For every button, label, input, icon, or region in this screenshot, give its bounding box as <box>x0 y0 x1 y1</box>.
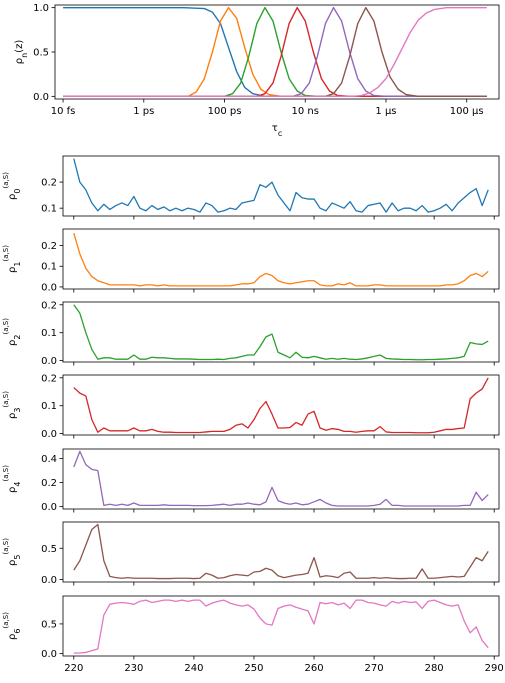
top-x-tick-label: 10 ns <box>292 106 319 117</box>
panel-2-y-tick-label: 0.1 <box>41 328 57 339</box>
panel-2-y-tick-label: 0.2 <box>41 300 57 311</box>
panel-0-series <box>73 158 489 213</box>
panel-3-series <box>73 377 489 434</box>
panel-4-y-axis-label: ρ4(a,S) <box>2 465 22 493</box>
panel-2-y-axis-label: ρ2(a,S) <box>2 318 22 346</box>
top-y-tick-label: 0.0 <box>33 92 49 103</box>
top-y-tick-label: 0.5 <box>33 48 49 59</box>
panel-x-tick-label: 290 <box>485 663 504 674</box>
panel-x-tick-label: 270 <box>365 663 384 674</box>
top-series-6 <box>63 6 487 98</box>
panel-3-y-tick-label: 0.1 <box>41 401 57 412</box>
panel-0-y-tick-label: 0.1 <box>41 204 57 215</box>
panel-3-y-tick-label: 0.2 <box>41 373 57 384</box>
panel-5-frame <box>62 521 500 583</box>
panel-6-y-tick-label: 0.5 <box>41 619 57 630</box>
top-x-axis-label: τc <box>272 123 282 138</box>
panel-x-tick-label: 220 <box>64 663 83 674</box>
panel-3-frame <box>62 374 500 436</box>
panel-x-tick-label: 260 <box>304 663 323 674</box>
panel-0-frame <box>62 155 500 217</box>
panel-4-y-tick-label: 0.4 <box>41 454 57 465</box>
top-y-axis-label: ρn(z) <box>14 40 29 65</box>
top-x-tick-label: 100 ps <box>208 106 242 117</box>
panel-x-tick-label: 240 <box>184 663 203 674</box>
panel-5-y-tick-label: 0.5 <box>41 544 57 555</box>
panel-5-y-tick-label: 0.0 <box>41 575 57 586</box>
panel-2-frame <box>62 301 500 363</box>
top-x-tick-label: 100 μs <box>450 106 484 117</box>
panel-1-y-axis-label: ρ1(a,S) <box>2 245 22 273</box>
panel-4-series <box>73 450 489 507</box>
panel-4-y-tick-label: 0.2 <box>41 478 57 489</box>
panel-0-y-axis-label: ρ0(a,S) <box>2 172 22 200</box>
panel-x-tick-label: 280 <box>425 663 444 674</box>
panel-6-series <box>73 599 489 654</box>
panel-1-y-tick-label: 0.0 <box>41 282 57 293</box>
top-axes-frame <box>54 4 500 100</box>
panel-1-frame <box>62 228 500 290</box>
panel-0-y-tick-label: 0.2 <box>41 178 57 189</box>
panel-6-frame <box>62 595 500 657</box>
panel-6-y-axis-label: ρ6(a,S) <box>2 612 22 640</box>
panel-1-y-tick-label: 0.2 <box>41 241 57 252</box>
panel-2-series <box>73 304 489 361</box>
top-x-tick-label: 10 fs <box>51 106 76 117</box>
top-x-tick-label: 1 ps <box>133 106 154 117</box>
top-series-1 <box>63 6 487 98</box>
panel-6-y-tick-label: 0.0 <box>41 649 57 660</box>
panel-5-y-axis-label: ρ5(a,S) <box>2 538 22 566</box>
top-series-0 <box>63 6 487 98</box>
top-series-3 <box>63 6 487 98</box>
top-x-tick-label: 1 μs <box>375 106 396 117</box>
panel-x-tick-label: 230 <box>124 663 143 674</box>
panel-1-series <box>73 232 489 287</box>
panel-3-y-axis-label: ρ3(a,S) <box>2 391 22 419</box>
panel-3-y-tick-label: 0.0 <box>41 429 57 440</box>
panel-4-y-tick-label: 0.0 <box>41 502 57 513</box>
panel-4-frame <box>62 448 500 510</box>
top-series-5 <box>63 6 487 98</box>
top-series-2 <box>63 6 487 98</box>
panel-5-series <box>73 523 489 580</box>
panel-1-y-tick-label: 0.1 <box>41 262 57 273</box>
panel-x-tick-label: 250 <box>244 663 263 674</box>
top-y-tick-label: 1.0 <box>33 3 49 14</box>
panel-2-y-tick-label: 0.0 <box>41 356 57 367</box>
top-series-4 <box>63 6 487 98</box>
